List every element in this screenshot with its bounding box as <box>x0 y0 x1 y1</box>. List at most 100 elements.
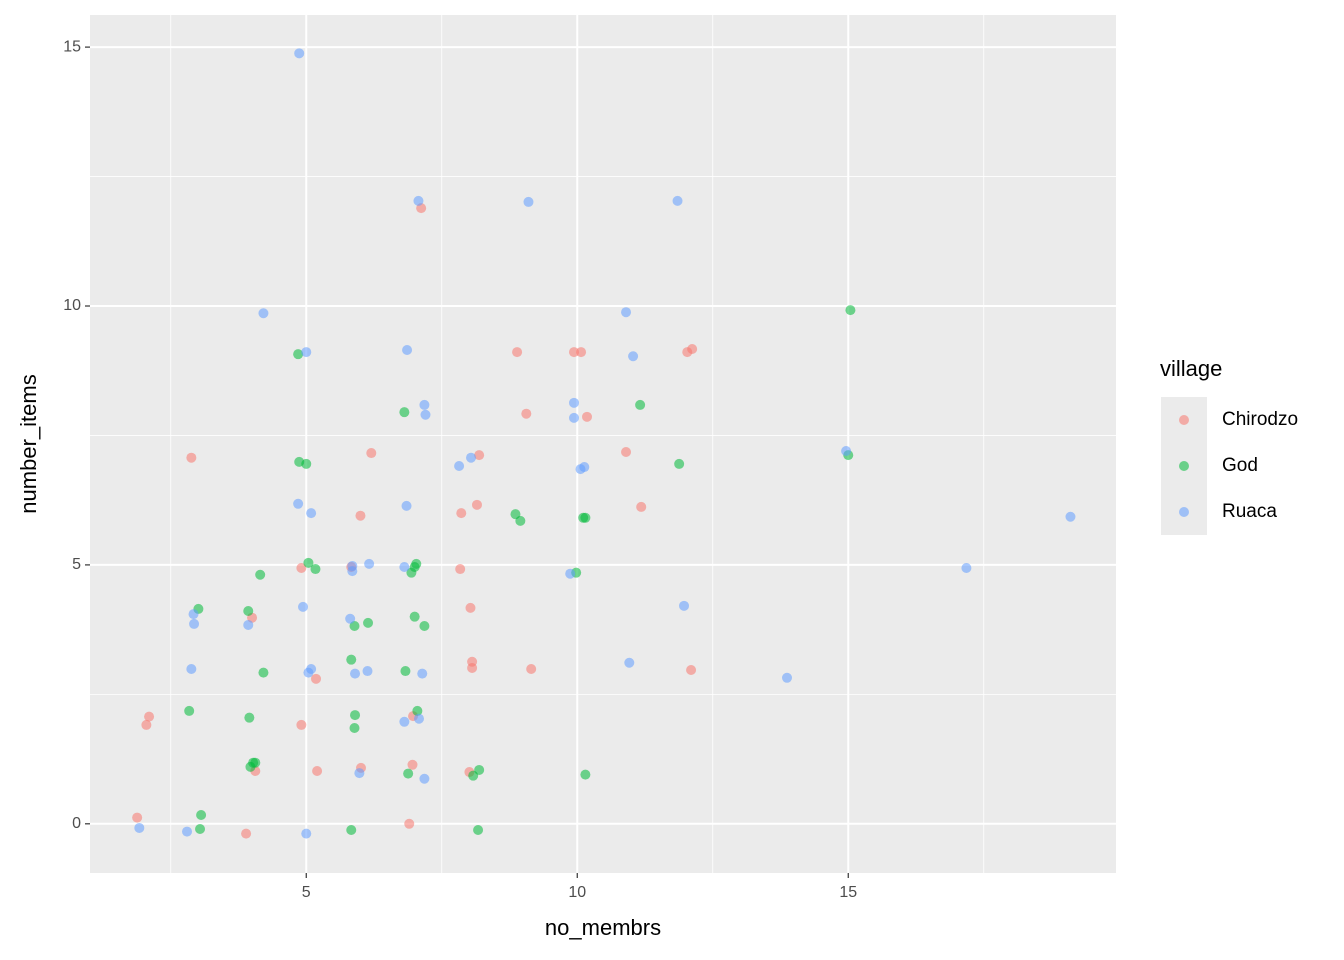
x-tick-label: 5 <box>302 884 311 901</box>
point <box>576 347 587 358</box>
point <box>526 663 537 674</box>
point <box>569 347 580 358</box>
point <box>354 768 365 779</box>
point <box>312 765 323 776</box>
point <box>399 561 410 572</box>
point <box>258 308 269 319</box>
point <box>621 447 632 458</box>
point <box>419 773 430 784</box>
point <box>402 345 413 356</box>
point <box>362 666 373 677</box>
point <box>413 713 424 724</box>
legend-marker <box>1179 415 1189 425</box>
point <box>455 564 466 575</box>
point <box>412 705 423 716</box>
point <box>301 347 312 358</box>
point <box>355 510 366 521</box>
point <box>679 600 690 611</box>
point <box>569 397 580 408</box>
point <box>301 828 312 839</box>
point <box>349 621 360 632</box>
point <box>184 705 195 716</box>
point <box>782 672 793 683</box>
point <box>621 307 632 318</box>
point <box>565 568 576 579</box>
point <box>523 196 534 207</box>
x-tick-label: 15 <box>839 884 857 901</box>
point <box>1065 511 1076 522</box>
point <box>243 619 254 630</box>
point <box>134 822 145 833</box>
point <box>363 617 374 628</box>
point <box>399 716 410 727</box>
point <box>301 458 312 469</box>
point <box>580 512 591 523</box>
point <box>471 499 482 510</box>
point <box>243 605 254 616</box>
point <box>409 611 420 622</box>
point <box>250 757 261 768</box>
point <box>454 461 465 472</box>
legend-label: God <box>1222 455 1258 476</box>
y-tick-label: 5 <box>72 556 81 573</box>
legend-title: village <box>1160 356 1222 381</box>
point <box>467 662 478 673</box>
point <box>515 515 526 526</box>
point <box>306 663 317 674</box>
point <box>306 508 317 519</box>
point <box>686 665 697 676</box>
point <box>411 558 422 569</box>
point <box>347 560 358 571</box>
x-axis-title: no_membrs <box>545 915 661 940</box>
point <box>293 498 304 509</box>
y-axis-title: number_items <box>16 374 41 513</box>
point <box>473 825 484 836</box>
point <box>296 563 307 574</box>
point <box>845 305 856 316</box>
legend-marker <box>1179 507 1189 517</box>
point <box>400 666 411 677</box>
point <box>474 764 485 775</box>
point <box>456 508 467 519</box>
point <box>350 710 361 721</box>
point <box>186 452 197 463</box>
point <box>961 563 972 574</box>
point <box>687 343 698 354</box>
y-tick-label: 15 <box>63 38 81 55</box>
point <box>241 828 252 839</box>
point <box>413 195 424 206</box>
point <box>141 719 152 730</box>
point <box>310 564 321 575</box>
legend-label: Chirodzo <box>1222 409 1298 430</box>
point <box>144 711 155 722</box>
point <box>401 500 412 511</box>
point <box>364 558 375 569</box>
point <box>186 663 197 674</box>
point <box>294 48 305 59</box>
point <box>189 618 200 629</box>
x-tick-label: 10 <box>568 884 586 901</box>
point <box>407 759 418 770</box>
point <box>841 445 852 456</box>
point <box>132 812 143 823</box>
point <box>465 602 476 613</box>
point <box>298 601 309 612</box>
point <box>182 826 193 837</box>
legend-label: Ruaca <box>1222 501 1277 522</box>
point <box>628 351 639 362</box>
point <box>624 657 635 668</box>
point <box>303 557 314 568</box>
point <box>672 195 683 206</box>
point <box>366 448 377 459</box>
point <box>474 450 485 461</box>
point <box>311 673 322 684</box>
panel <box>90 15 1116 873</box>
point <box>420 409 431 420</box>
point <box>258 667 269 678</box>
point <box>350 668 361 679</box>
y-tick-label: 0 <box>72 815 81 832</box>
point <box>346 825 357 836</box>
point <box>293 349 304 360</box>
point <box>255 569 266 580</box>
